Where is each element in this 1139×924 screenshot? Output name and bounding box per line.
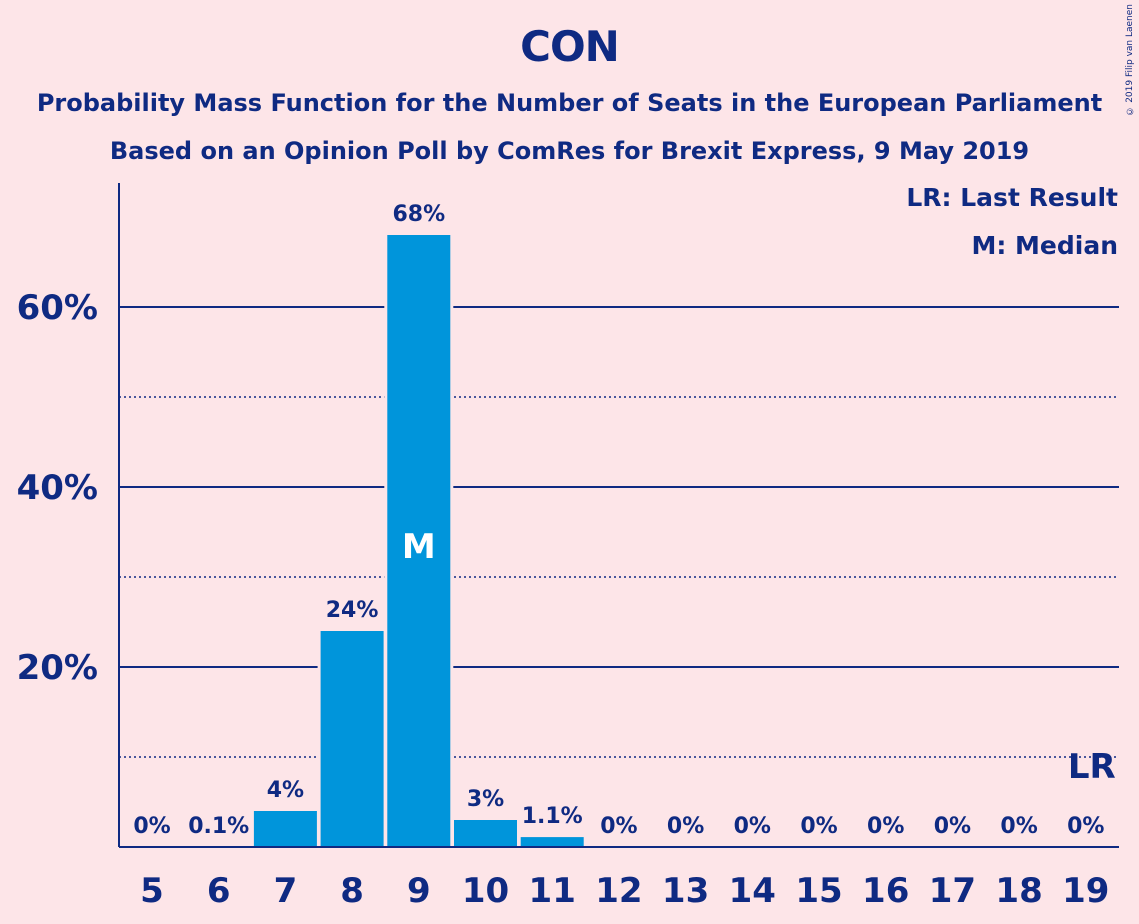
value-label: 0% [600, 814, 637, 839]
x-tick-label: 17 [929, 871, 976, 911]
value-label: 0.1% [188, 814, 249, 839]
value-label: 0% [867, 814, 904, 839]
bar [387, 235, 451, 847]
x-tick-label: 8 [340, 871, 364, 911]
value-label: 0% [800, 814, 837, 839]
x-tick-label: 14 [729, 871, 776, 911]
x-tick-label: 6 [207, 871, 231, 911]
bar-gap [184, 842, 254, 847]
value-label: 4% [267, 778, 304, 803]
value-label: 0% [133, 814, 170, 839]
x-tick-label: 11 [529, 871, 576, 911]
bar [454, 820, 517, 847]
value-label: 0% [1067, 814, 1104, 839]
bar [320, 631, 384, 847]
value-label: 0% [734, 814, 771, 839]
chart-subtitle-1: Probability Mass Function for the Number… [36, 89, 1103, 117]
value-label: 68% [392, 202, 445, 227]
value-label: 24% [326, 598, 379, 623]
y-tick-label: 40% [17, 468, 98, 508]
bar [520, 837, 584, 847]
value-label: 0% [667, 814, 704, 839]
x-tick-label: 13 [662, 871, 709, 911]
x-tick-label: 10 [462, 871, 509, 911]
x-tick-label: 15 [795, 871, 842, 911]
value-label: 0% [934, 814, 971, 839]
value-label: 1.1% [522, 804, 583, 829]
x-tick-label: 12 [595, 871, 642, 911]
median-marker: M [402, 527, 436, 567]
value-label: 0% [1000, 814, 1037, 839]
x-tick-label: 5 [140, 871, 164, 911]
chart-title: CON [520, 22, 620, 71]
legend-last-result: LR: Last Result [906, 183, 1118, 212]
chart-subtitle-2: Based on an Opinion Poll by ComRes for B… [109, 137, 1030, 165]
x-tick-label: 9 [407, 871, 431, 911]
x-tick-label: 16 [862, 871, 909, 911]
x-tick-label: 7 [274, 871, 298, 911]
x-tick-label: 18 [995, 871, 1042, 911]
x-tick-label: 19 [1062, 871, 1109, 911]
y-tick-label: 20% [17, 648, 98, 688]
last-result-marker: LR [1068, 747, 1116, 787]
value-label: 3% [467, 787, 504, 812]
legend-median: M: Median [971, 231, 1118, 260]
y-tick-label: 60% [17, 288, 98, 328]
bar [253, 811, 317, 847]
